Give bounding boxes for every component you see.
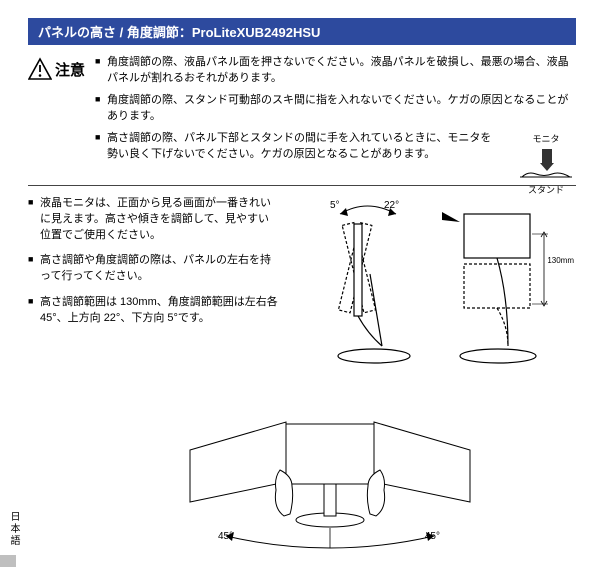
swivel-diagram xyxy=(130,410,530,550)
info-list: 液晶モニタは、正面から見る画面が一番きれいに見えます。高さや傾きを調節して、見や… xyxy=(28,196,278,386)
fig-label-stand: スタンド xyxy=(518,183,574,196)
caution-item: 角度調節の際、スタンド可動部のスキ間に指を入れないでください。ケガの原因となるこ… xyxy=(95,93,576,125)
info-item: 高さ調節や角度調節の際は、パネルの左右を持って行ってください。 xyxy=(28,253,278,285)
page-corner xyxy=(0,555,16,567)
figure-swivel: 45° 45° xyxy=(130,410,530,550)
section-title: パネルの高さ / 角度調節：ProLiteXUB2492HSU xyxy=(28,18,576,45)
tilt-height-diagram xyxy=(292,196,572,386)
caution-icon-group: 注意 xyxy=(28,57,85,81)
language-tab: 日本語 xyxy=(6,511,21,547)
fig-label-monitor: モニタ xyxy=(518,132,574,145)
figure-stand-monitor: モニタ スタンド xyxy=(518,132,574,196)
height-range-label: 130mm xyxy=(547,256,574,265)
info-item: 液晶モニタは、正面から見る画面が一番きれいに見えます。高さや傾きを調節して、見や… xyxy=(28,196,278,244)
caution-block: 注意 角度調節の際、液晶パネル面を押さないでください。液晶パネルを破損し、最悪の… xyxy=(28,55,576,169)
figure-tilt-height: 5° 22° 130mm xyxy=(292,196,576,386)
stand-monitor-icon xyxy=(518,147,574,181)
tilt-back-label: 5° xyxy=(330,200,340,211)
info-section: 液晶モニタは、正面から見る画面が一番きれいに見えます。高さや傾きを調節して、見や… xyxy=(28,196,576,386)
section-divider xyxy=(28,185,576,186)
info-item: 高さ調節範囲は 130mm、角度調節範囲は左右各 45°、上方向 22°、下方向… xyxy=(28,295,278,327)
caution-label: 注意 xyxy=(55,59,85,80)
caution-item: 高さ調節の際、パネル下部とスタンドの間に手を入れているときに、モニタを勢い良く下… xyxy=(95,131,576,163)
tilt-forward-label: 22° xyxy=(384,200,399,211)
swivel-right-label: 45° xyxy=(425,531,440,542)
warning-triangle-icon xyxy=(28,57,52,81)
caution-item: 角度調節の際、液晶パネル面を押さないでください。液晶パネルを破損し、最悪の場合、… xyxy=(95,55,576,87)
caution-list: 角度調節の際、液晶パネル面を押さないでください。液晶パネルを破損し、最悪の場合、… xyxy=(95,55,576,169)
swivel-left-label: 45° xyxy=(218,531,233,542)
